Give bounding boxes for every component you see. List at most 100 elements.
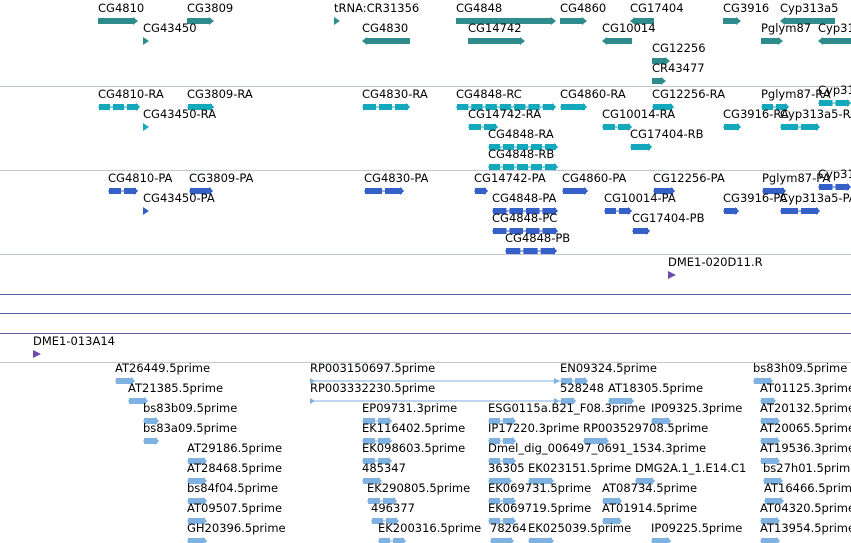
feature-glyph[interactable] <box>652 57 671 66</box>
feature-glyph[interactable] <box>762 187 787 196</box>
feature-glyph[interactable] <box>115 377 136 386</box>
feature-glyph[interactable] <box>651 537 672 543</box>
feature-glyph[interactable] <box>474 187 489 196</box>
feature-glyph[interactable] <box>723 123 742 132</box>
feature-glyph[interactable] <box>492 227 559 236</box>
feature-glyph[interactable] <box>490 537 515 543</box>
feature-glyph[interactable] <box>760 397 777 406</box>
feature-glyph[interactable] <box>98 103 141 112</box>
feature-glyph[interactable] <box>143 437 160 446</box>
feature-glyph[interactable] <box>492 207 559 216</box>
feature-label: bs27h01.5prime <box>763 461 851 475</box>
feature-glyph[interactable] <box>187 537 208 543</box>
feature-glyph[interactable] <box>562 187 589 196</box>
feature-glyph[interactable] <box>488 477 513 486</box>
feature-glyph[interactable] <box>362 477 383 486</box>
feature-glyph[interactable] <box>378 537 407 543</box>
feature-glyph[interactable] <box>608 397 635 406</box>
feature-glyph[interactable] <box>128 397 149 406</box>
feature-glyph[interactable] <box>143 37 150 46</box>
feature-glyph[interactable] <box>143 417 160 426</box>
feature-glyph[interactable] <box>760 437 781 446</box>
feature-glyph[interactable] <box>456 17 557 26</box>
feature-glyph[interactable] <box>528 477 555 486</box>
feature-glyph[interactable] <box>310 377 561 386</box>
feature-glyph[interactable] <box>764 497 785 506</box>
feature-glyph[interactable] <box>364 187 405 196</box>
feature-glyph[interactable] <box>488 163 559 172</box>
feature-glyph[interactable] <box>187 457 208 466</box>
feature-glyph[interactable] <box>602 37 633 46</box>
feature-glyph[interactable] <box>189 187 214 196</box>
feature-glyph[interactable] <box>602 517 623 526</box>
feature-glyph[interactable] <box>488 417 517 426</box>
feature-glyph[interactable] <box>632 227 651 236</box>
feature-glyph[interactable] <box>630 17 655 26</box>
feature-glyph[interactable] <box>780 207 821 216</box>
feature-glyph[interactable] <box>488 457 517 466</box>
feature-label: CG3916-RA <box>723 107 789 121</box>
feature-glyph[interactable] <box>780 17 836 26</box>
feature-label: bs83h09.5prime <box>753 361 848 375</box>
feature-glyph[interactable] <box>367 497 398 506</box>
feature-glyph[interactable] <box>187 497 208 506</box>
feature-glyph[interactable] <box>723 207 740 216</box>
feature-glyph[interactable] <box>187 17 215 26</box>
feature-label: CG4848-PB <box>505 231 571 245</box>
feature-glyph[interactable] <box>334 17 341 26</box>
feature-glyph[interactable] <box>468 123 499 132</box>
feature-glyph[interactable] <box>818 37 851 46</box>
feature-glyph[interactable] <box>760 457 781 466</box>
feature-label: CG4810 <box>98 1 145 15</box>
feature-glyph[interactable] <box>362 417 393 426</box>
feature-glyph[interactable] <box>604 207 633 216</box>
feature-glyph[interactable] <box>187 103 215 112</box>
feature-glyph[interactable] <box>98 17 139 26</box>
feature-glyph[interactable] <box>371 517 400 526</box>
feature-glyph[interactable] <box>456 103 557 112</box>
feature-glyph[interactable] <box>468 37 526 46</box>
feature-glyph[interactable] <box>652 103 675 112</box>
feature-glyph[interactable] <box>635 477 656 486</box>
feature-glyph[interactable] <box>818 183 851 192</box>
feature-glyph[interactable] <box>763 477 784 486</box>
feature-glyph[interactable] <box>602 123 633 132</box>
feature-glyph[interactable] <box>652 77 667 86</box>
feature-glyph[interactable] <box>143 207 150 216</box>
feature-glyph[interactable] <box>488 437 517 446</box>
feature-glyph[interactable] <box>780 123 821 132</box>
feature-glyph[interactable] <box>187 477 208 486</box>
feature-glyph[interactable] <box>583 437 610 446</box>
feature-glyph[interactable] <box>528 537 555 543</box>
feature-glyph[interactable] <box>723 17 742 26</box>
feature-glyph[interactable] <box>33 350 44 359</box>
feature-glyph[interactable] <box>818 99 851 108</box>
feature-glyph[interactable] <box>560 17 588 26</box>
feature-glyph[interactable] <box>310 397 561 406</box>
feature-glyph[interactable] <box>362 437 393 446</box>
feature-glyph[interactable] <box>760 537 781 543</box>
feature-glyph[interactable] <box>653 187 676 196</box>
feature-glyph[interactable] <box>761 37 784 46</box>
feature-glyph[interactable] <box>143 123 150 132</box>
feature-glyph[interactable] <box>753 377 774 386</box>
feature-glyph[interactable] <box>668 271 679 280</box>
feature-glyph[interactable] <box>362 103 411 112</box>
feature-glyph[interactable] <box>488 497 517 506</box>
feature-glyph[interactable] <box>630 143 653 152</box>
feature-glyph[interactable] <box>505 247 558 256</box>
feature-glyph[interactable] <box>602 497 623 506</box>
feature-glyph[interactable] <box>362 37 411 46</box>
feature-glyph[interactable] <box>761 103 790 112</box>
feature-glyph[interactable] <box>651 417 672 426</box>
feature-glyph[interactable] <box>488 143 559 152</box>
feature-glyph[interactable] <box>187 517 208 526</box>
feature-glyph[interactable] <box>760 417 781 426</box>
feature-glyph[interactable] <box>760 517 781 526</box>
feature-glyph[interactable] <box>560 103 588 112</box>
feature-glyph[interactable] <box>362 457 393 466</box>
feature-glyph[interactable] <box>108 187 139 196</box>
feature-glyph[interactable] <box>560 397 577 406</box>
feature-glyph[interactable] <box>560 377 589 386</box>
feature-glyph[interactable] <box>488 517 517 526</box>
